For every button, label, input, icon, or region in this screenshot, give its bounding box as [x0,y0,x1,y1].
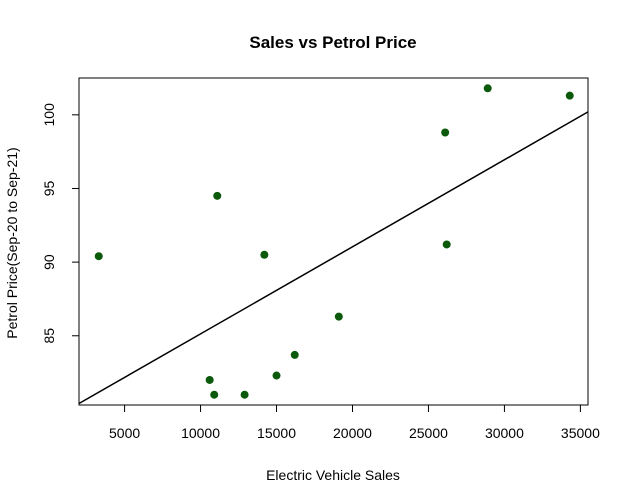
y-axis-label: Petrol Price(Sep-20 to Sep-21) [4,147,20,338]
data-point [240,390,249,399]
y-tick-label: 85 [41,328,57,344]
data-point [442,240,451,249]
trend-line-layer [78,111,589,405]
x-tick-label: 30000 [485,425,524,441]
x-tick-label: 5000 [109,425,140,441]
data-point [334,312,343,321]
x-tick-label: 25000 [409,425,448,441]
x-axis-label: Electric Vehicle Sales [266,467,400,483]
data-point [210,390,219,399]
data-point [483,84,492,93]
y-tick-label: 90 [41,254,57,270]
data-points [94,84,574,399]
trend-line [78,111,589,405]
plot-area-border [78,77,589,406]
data-point [205,375,214,384]
data-point [565,91,574,100]
x-tick-label: 10000 [181,425,220,441]
data-point [441,128,450,137]
data-point [213,191,222,200]
chart-title: Sales vs Petrol Price [249,33,416,52]
data-point [94,252,103,261]
y-tick-label: 100 [41,103,57,127]
data-point [272,371,281,380]
x-axis: 5000 10000 15000 20000 25000 30000 35000 [109,404,600,441]
x-tick-label: 35000 [561,425,600,441]
y-tick-label: 95 [41,180,57,196]
x-tick-label: 20000 [333,425,372,441]
data-point [260,250,269,259]
data-point [290,350,299,359]
x-tick-label: 15000 [257,425,296,441]
y-axis: 85 90 95 100 [41,103,80,344]
